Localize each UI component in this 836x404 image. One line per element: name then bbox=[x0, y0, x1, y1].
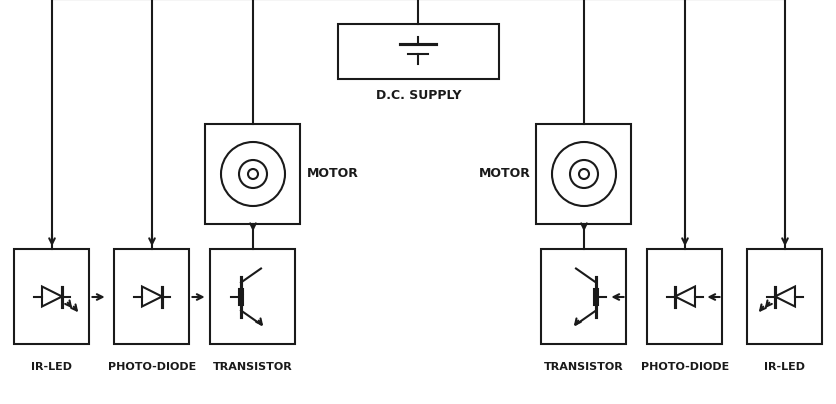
Bar bbox=[747, 249, 822, 344]
Text: D.C. SUPPLY: D.C. SUPPLY bbox=[375, 89, 461, 102]
Bar bbox=[647, 249, 721, 344]
Text: TRANSISTOR: TRANSISTOR bbox=[213, 362, 293, 372]
Text: IR-LED: IR-LED bbox=[32, 362, 73, 372]
Text: PHOTO-DIODE: PHOTO-DIODE bbox=[108, 362, 196, 372]
Bar bbox=[115, 249, 189, 344]
Text: MOTOR: MOTOR bbox=[478, 168, 530, 181]
Bar bbox=[210, 249, 295, 344]
Bar bbox=[14, 249, 89, 344]
Bar bbox=[536, 124, 630, 224]
Bar bbox=[594, 288, 597, 305]
Text: MOTOR: MOTOR bbox=[306, 168, 358, 181]
Bar bbox=[541, 249, 626, 344]
Text: TRANSISTOR: TRANSISTOR bbox=[543, 362, 623, 372]
Bar bbox=[206, 124, 300, 224]
Bar bbox=[239, 288, 242, 305]
Text: IR-LED: IR-LED bbox=[763, 362, 804, 372]
Text: PHOTO-DIODE: PHOTO-DIODE bbox=[640, 362, 728, 372]
Bar bbox=[338, 24, 498, 79]
